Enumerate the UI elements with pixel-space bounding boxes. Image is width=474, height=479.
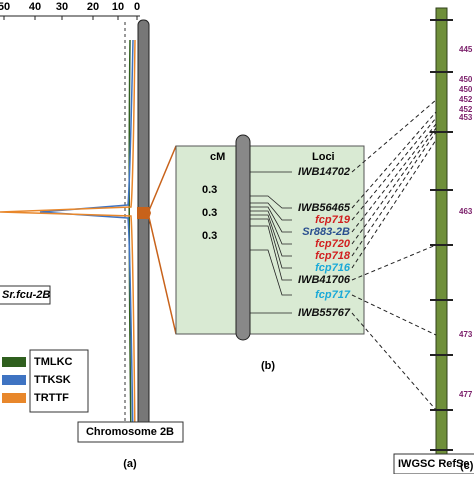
locus: fcp719 bbox=[315, 214, 351, 226]
legend-swatch bbox=[2, 375, 26, 385]
locus-line bbox=[250, 202, 292, 221]
link bbox=[351, 131, 437, 257]
position: 452 bbox=[459, 105, 473, 114]
legend-label: TMLKC bbox=[34, 356, 73, 368]
locus-line bbox=[250, 218, 292, 269]
locus-line bbox=[250, 206, 292, 233]
qtl-box bbox=[0, 285, 51, 305]
chromosome-c bbox=[435, 7, 448, 475]
axis-tick-label: 30 bbox=[56, 1, 68, 13]
chromosome-a bbox=[137, 19, 150, 441]
axis-tick-label: 40 bbox=[29, 1, 41, 13]
link bbox=[351, 244, 437, 281]
legend-label: TTKSK bbox=[34, 374, 71, 386]
locus-line bbox=[250, 195, 292, 209]
caption: (b) bbox=[261, 360, 275, 372]
locus: fcp717 bbox=[315, 289, 351, 301]
link bbox=[351, 111, 437, 209]
locus: fcp720 bbox=[315, 238, 351, 250]
qtl-label: Sr.fcu-2B bbox=[2, 289, 50, 301]
axis-tick-label: 20 bbox=[87, 1, 99, 13]
reference-label: IWGSC RefSe bbox=[398, 458, 470, 470]
locus: fcp718 bbox=[315, 250, 351, 262]
axis-tick-label: 10 bbox=[112, 1, 124, 13]
distance: 0.3 bbox=[202, 184, 217, 196]
lod-curve bbox=[0, 39, 136, 441]
header: Loci bbox=[312, 151, 335, 163]
link bbox=[351, 123, 437, 233]
link bbox=[351, 127, 437, 245]
lod-curve bbox=[128, 39, 132, 441]
interval bbox=[137, 207, 151, 219]
link bbox=[351, 312, 437, 411]
position: 452 bbox=[459, 95, 473, 104]
position: 450 bbox=[459, 85, 473, 94]
label-box bbox=[77, 421, 184, 443]
position: 463 bbox=[459, 207, 473, 216]
chromosome-label: Chromosome 2B bbox=[86, 426, 174, 438]
locus-line bbox=[250, 249, 292, 296]
axis-tick-label: 50 bbox=[0, 1, 10, 13]
link bbox=[351, 294, 437, 336]
chromosome-b bbox=[235, 134, 251, 341]
panel-b bbox=[175, 145, 365, 335]
caption: (a) bbox=[123, 458, 137, 470]
locus: Sr883-2B bbox=[302, 226, 350, 238]
distance: 0.3 bbox=[202, 230, 217, 242]
position: 450 bbox=[459, 75, 473, 84]
legend bbox=[29, 349, 89, 413]
generated: 50 40 30 20 10 0 TMLKC TTKSK TRTTF 0.3 0.3 0.3 IWB14… bbox=[0, 1, 473, 451]
locus: IWB41706 bbox=[298, 274, 351, 286]
legend-swatch bbox=[2, 393, 26, 403]
locus: fcp716 bbox=[315, 262, 351, 274]
link bbox=[351, 117, 437, 221]
position: 445 bbox=[459, 45, 473, 54]
position: 453 bbox=[459, 113, 473, 122]
locus: IWB56465 bbox=[298, 202, 351, 214]
lod-curve bbox=[39, 39, 134, 441]
header: cM bbox=[210, 151, 225, 163]
position: 477 bbox=[459, 390, 473, 399]
locus-line bbox=[250, 214, 292, 257]
locus-line bbox=[250, 225, 292, 281]
legend-label: TRTTF bbox=[34, 392, 69, 404]
axis-tick-label: 0 bbox=[134, 1, 140, 13]
locus-line bbox=[250, 210, 292, 245]
link bbox=[351, 139, 437, 269]
locus: IWB55767 bbox=[298, 307, 351, 319]
locus: IWB14702 bbox=[298, 166, 350, 178]
connector bbox=[147, 212, 177, 335]
distance: 0.3 bbox=[202, 207, 217, 219]
legend-swatch bbox=[2, 357, 26, 367]
link bbox=[351, 99, 437, 173]
caption: (c) bbox=[460, 460, 474, 472]
connector bbox=[147, 145, 177, 214]
position: 473 bbox=[459, 330, 473, 339]
